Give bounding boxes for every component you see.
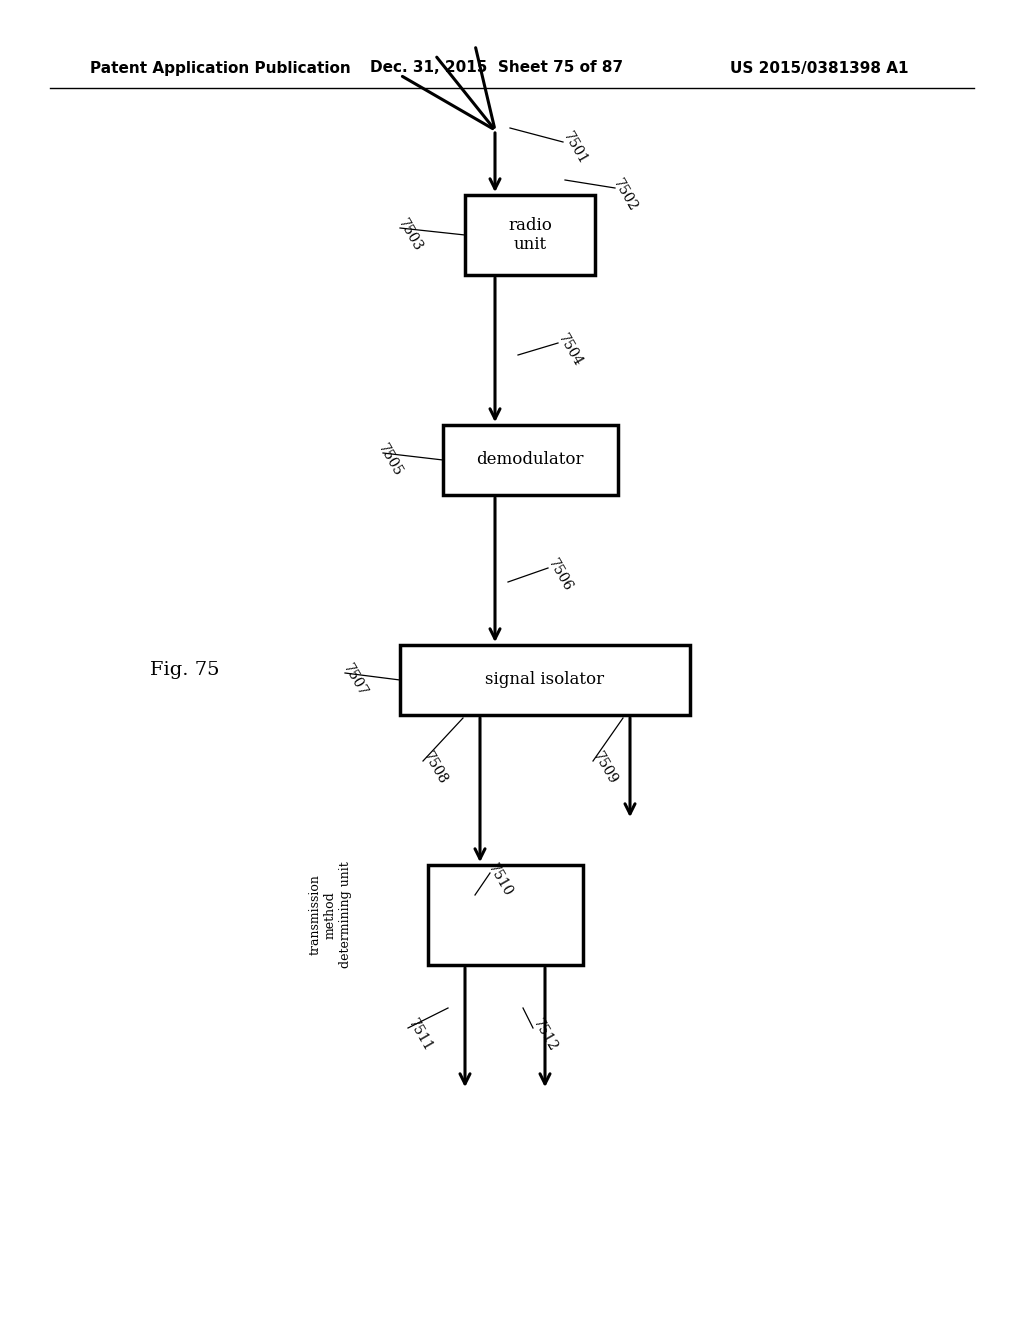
Text: 7503: 7503 xyxy=(395,216,425,253)
Text: 7502: 7502 xyxy=(610,177,640,214)
Text: 7511: 7511 xyxy=(406,1016,435,1053)
Text: 7506: 7506 xyxy=(545,556,574,594)
Text: Patent Application Publication: Patent Application Publication xyxy=(90,61,351,75)
Text: demodulator: demodulator xyxy=(476,451,584,469)
Bar xyxy=(442,425,617,495)
Text: 7501: 7501 xyxy=(560,129,590,166)
Text: 7509: 7509 xyxy=(590,750,620,787)
Text: 7507: 7507 xyxy=(340,661,370,698)
Text: 7505: 7505 xyxy=(375,441,404,479)
Text: 7504: 7504 xyxy=(555,331,585,368)
Bar xyxy=(465,195,595,275)
Text: signal isolator: signal isolator xyxy=(485,672,604,689)
Bar xyxy=(427,865,583,965)
Text: transmission
method
determining unit: transmission method determining unit xyxy=(308,862,351,969)
Text: radio
unit: radio unit xyxy=(508,216,552,253)
Text: 7508: 7508 xyxy=(420,750,450,787)
Text: Fig. 75: Fig. 75 xyxy=(151,661,220,678)
Text: 7510: 7510 xyxy=(485,861,515,899)
Text: US 2015/0381398 A1: US 2015/0381398 A1 xyxy=(730,61,908,75)
Text: 7512: 7512 xyxy=(530,1016,560,1053)
Bar xyxy=(400,645,690,715)
Text: Dec. 31, 2015  Sheet 75 of 87: Dec. 31, 2015 Sheet 75 of 87 xyxy=(370,61,624,75)
